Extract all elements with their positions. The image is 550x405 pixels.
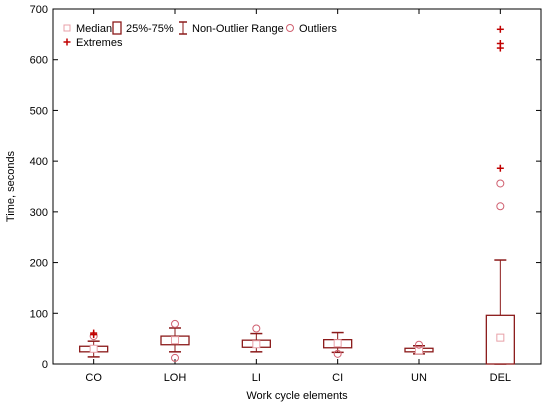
x-axis-title: Work cycle elements [246, 390, 348, 402]
legend-label: Outliers [299, 23, 337, 35]
outlier-point [333, 349, 342, 358]
legend-item-plus: Extremes [63, 37, 123, 49]
y-tick-label: 700 [30, 4, 48, 16]
median-marker [252, 340, 261, 349]
legend-item-square: Median [63, 23, 112, 35]
legend-item-box: 25%-75% [112, 21, 174, 35]
x-tick-label: CO [85, 372, 102, 384]
x-tick-label: CI [332, 372, 343, 384]
x-tick-label: LI [252, 372, 261, 384]
extreme-point [496, 164, 504, 172]
legend-outlier-symbol [286, 24, 294, 32]
y-axis-title: Time, seconds [5, 150, 17, 222]
plot-frame [52, 8, 542, 365]
y-tick-label: 400 [30, 156, 48, 168]
y-tick-label: 0 [42, 359, 48, 371]
median-marker [89, 344, 98, 353]
box-LI [241, 324, 271, 353]
x-tick-label: UN [411, 372, 427, 384]
outlier-point [252, 324, 261, 333]
extreme-point [496, 25, 504, 33]
y-tick-label: 600 [30, 55, 48, 67]
x-tick-label: DEL [490, 372, 511, 384]
box-CO [79, 329, 109, 358]
legend-label: Non-Outlier Range [192, 23, 284, 35]
plot-border [52, 8, 542, 365]
legend-label: Extremes [76, 37, 123, 49]
outlier-point [496, 179, 505, 188]
x-tick-label: LOH [164, 372, 187, 384]
median-marker [496, 333, 505, 342]
outlier-point [496, 202, 505, 211]
y-tick-label: 200 [30, 258, 48, 270]
x-axis: CO LOH LI CI UN DEL [85, 9, 511, 384]
boxes [79, 25, 515, 365]
legend: Median 25%-75% Non-Outlier Range Outliers Ex… [63, 21, 337, 49]
y-tick-label: 500 [30, 105, 48, 117]
outlier-point [171, 353, 179, 362]
outlier-point [171, 319, 179, 328]
y-tick-label: 300 [30, 207, 48, 219]
median-marker [333, 339, 342, 348]
extreme-point [496, 39, 504, 47]
legend-median-symbol [63, 24, 71, 32]
box-UN [404, 340, 434, 355]
legend-box-symbol [112, 21, 122, 35]
y-tick-label: 100 [30, 308, 48, 320]
median-marker [415, 346, 423, 355]
box-CI [323, 331, 353, 358]
legend-label: 25%-75% [126, 23, 174, 35]
median-marker [171, 336, 179, 345]
extreme-point [90, 329, 98, 337]
box-DEL [485, 25, 515, 365]
y-axis: 0 100 200 300 400 500 600 700 [30, 4, 541, 371]
legend-item-circle: Outliers [286, 23, 337, 35]
outlier-point [415, 340, 423, 349]
box-LOH [160, 319, 190, 362]
legend-label: Median [76, 23, 112, 35]
legend-item-whisker: Non-Outlier Range [179, 21, 284, 35]
